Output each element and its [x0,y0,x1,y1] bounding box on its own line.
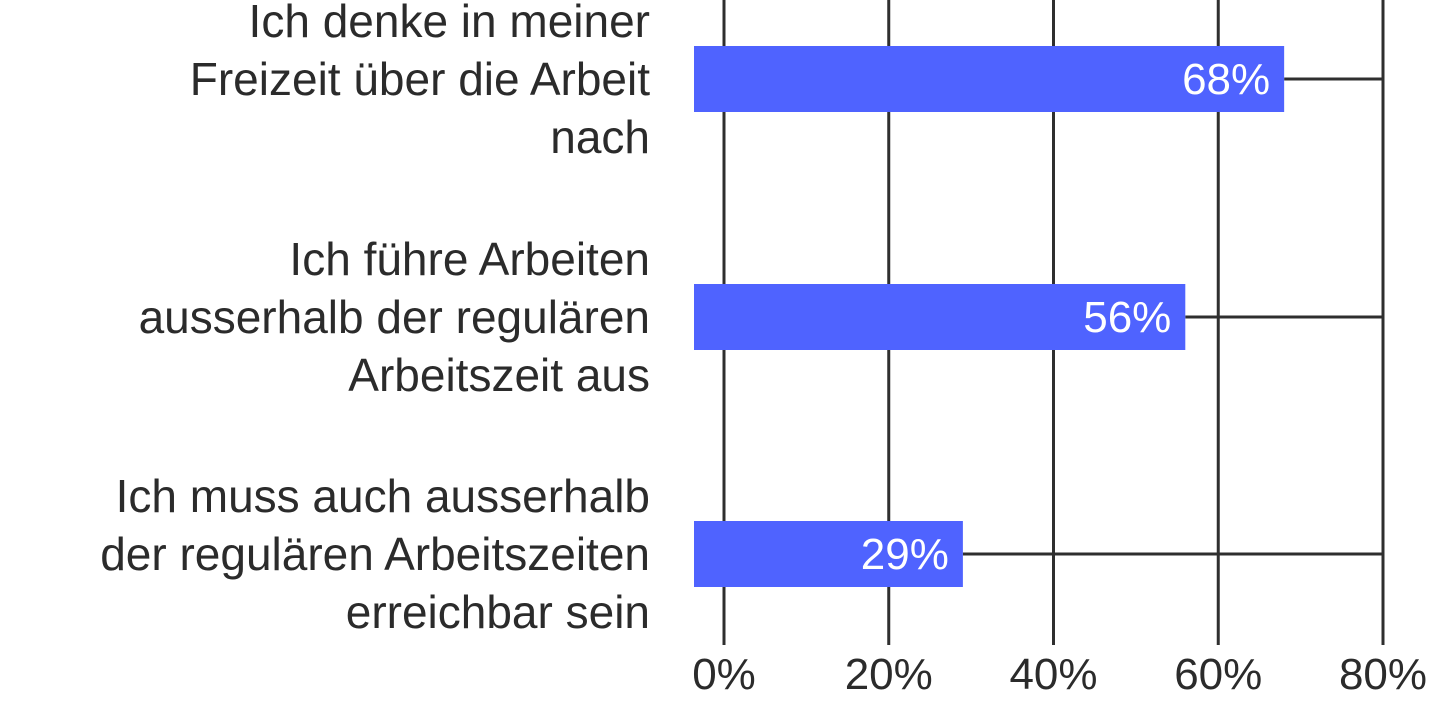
bar-value-label: 29% [861,530,949,579]
bar-value-label: 56% [1083,293,1171,342]
category-label: Ich denke in meiner Freizeit über die Arb… [190,0,650,163]
x-tick-label: 20% [845,650,933,699]
category-labels: Ich denke in meiner Freizeit über die Arb… [100,0,650,638]
bar [694,284,1186,350]
x-tick-label: 40% [1009,650,1097,699]
x-tick-label: 0% [692,650,756,699]
leader-lines [962,77,1383,556]
x-tick-label: 80% [1339,650,1427,699]
bars [694,46,1285,587]
x-tick-label: 60% [1174,650,1262,699]
bar-value-label: 68% [1182,55,1270,104]
x-axis-tick-labels: 0% 20% 40% 60% 80% [692,650,1427,699]
bar [694,46,1285,112]
category-label: Ich führe Arbeiten ausserhalb der regulär… [139,233,650,401]
bar [694,521,963,587]
category-label: Ich muss auch ausserhalb der regulären Ar… [100,470,650,638]
data-labels: 68% 56% 29% [861,55,1270,579]
